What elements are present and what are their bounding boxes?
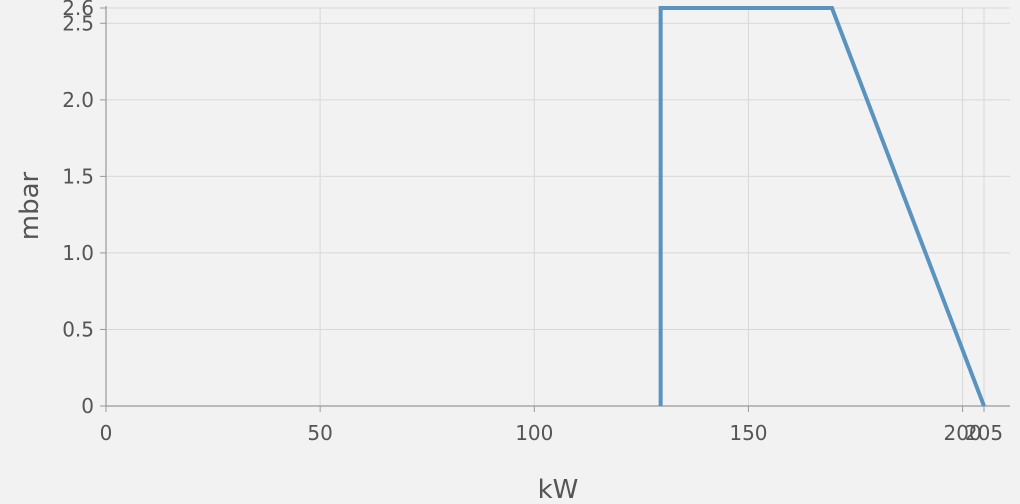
x-tick-label: 205 [965,421,1003,445]
y-tick-label: 2.6 [62,0,94,20]
y-tick-label: 0.5 [62,317,94,341]
x-tick-label: 200 [943,421,981,445]
axes [100,6,1010,412]
x-tick-label: 50 [307,421,332,445]
grid [106,7,1010,406]
y-axis-title: mbar [15,171,45,240]
y-tick-label: 0 [81,394,94,418]
series-line [658,6,986,407]
y-tick-label: 2.0 [62,88,94,112]
x-tick-label: 150 [729,421,767,445]
x-axis-title: kW [538,475,579,504]
x-tick-label: 0 [100,421,113,445]
y-tick-label: 2.5 [62,11,94,35]
x-tick-label: 100 [515,421,553,445]
y-tick-label: 1.5 [62,164,94,188]
series-layer [658,6,986,407]
y-tick-label: 1.0 [62,241,94,265]
